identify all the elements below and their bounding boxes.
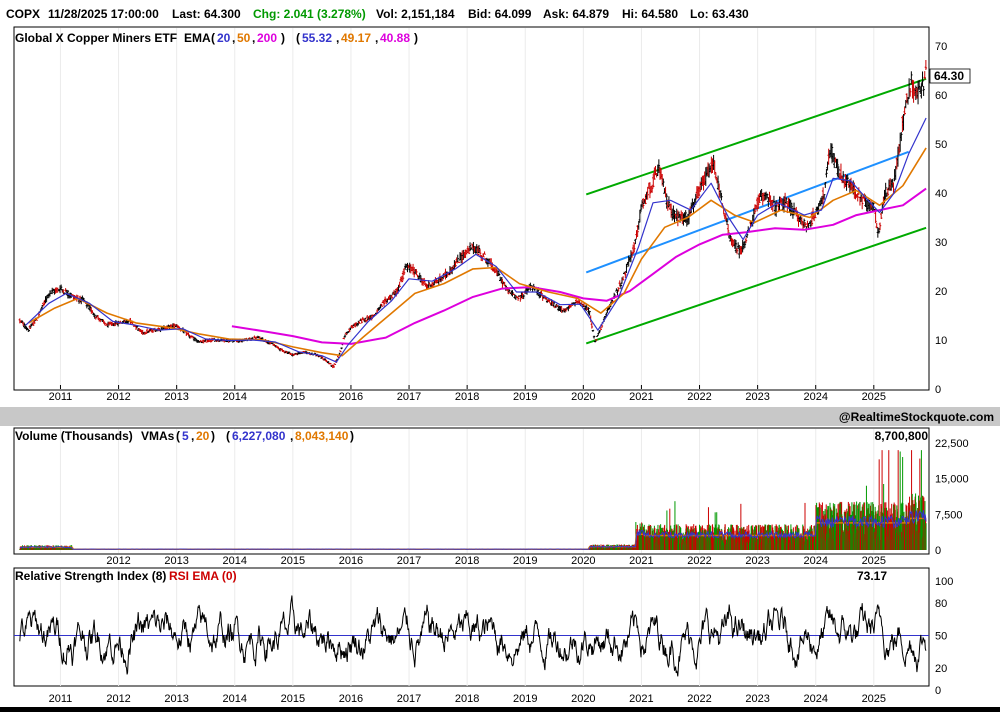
trend-line xyxy=(585,150,910,274)
last-price-tag: 64.30 xyxy=(929,68,971,84)
price-axis-ticks: 0 10 20 30 40 50 60 70 2011 2012 2013 2014 2015 2016 2… xyxy=(49,41,948,403)
channel-lower-line xyxy=(585,226,927,345)
price-y-tick: 0 xyxy=(935,384,941,396)
price-x-tick: 2020 xyxy=(571,391,595,403)
change: Chg: 2.041 (3.278%) xyxy=(253,7,366,21)
price-x-tick: 2012 xyxy=(106,391,130,403)
ema20-line xyxy=(25,117,927,363)
price-y-tick: 10 xyxy=(935,335,947,347)
quote-header: COPX 11/28/2025 17:00:00 Last: 64.300 Ch… xyxy=(6,7,749,21)
price-x-tick: 2011 xyxy=(49,391,73,403)
ask: Ask: 64.879 xyxy=(543,7,609,21)
price-x-tick: 2023 xyxy=(745,391,769,403)
price-x-tick: 2019 xyxy=(513,391,537,403)
ema20-period: 20 xyxy=(217,31,231,45)
price-y-tick: 30 xyxy=(935,237,947,249)
price-x-tick: 2014 xyxy=(223,391,247,403)
price-x-tick: 2022 xyxy=(687,391,711,403)
volume-bars xyxy=(19,450,927,550)
price-y-tick: 40 xyxy=(935,188,947,200)
price-series xyxy=(18,59,928,369)
price-x-tick: 2024 xyxy=(803,391,827,403)
ema-label: EMA xyxy=(184,31,211,45)
price-y-tick: 60 xyxy=(935,90,947,102)
price-x-tick: 2021 xyxy=(629,391,653,403)
ema20-value: 55.32 xyxy=(302,31,332,45)
watermark-band: @RealtimeStockquote.com xyxy=(0,407,1000,426)
last-price: Last: 64.300 xyxy=(172,7,241,21)
ema200-value: 40.88 xyxy=(380,31,410,45)
price-x-tick: 2017 xyxy=(397,391,421,403)
ema200-line xyxy=(231,187,927,345)
watermark: @RealtimeStockquote.com xyxy=(839,410,994,424)
price-x-tick: 2013 xyxy=(164,391,188,403)
price-x-tick: 2015 xyxy=(281,391,305,403)
ema200-period: 200 xyxy=(257,31,277,45)
high: Hi: 64.580 xyxy=(622,7,678,21)
ema50-value: 49.17 xyxy=(341,31,371,45)
datetime: 11/28/2025 17:00:00 xyxy=(48,7,159,21)
bid: Bid: 64.099 xyxy=(468,7,532,21)
price-x-tick: 2025 xyxy=(862,391,886,403)
channel-upper-line xyxy=(585,77,927,196)
symbol: COPX xyxy=(6,7,40,21)
price-legend: Global X Copper Miners ETF EMA ( 20 , 50… xyxy=(15,31,418,45)
low: Lo: 63.430 xyxy=(690,7,749,21)
price-x-tick: 2016 xyxy=(339,391,363,403)
price-y-tick: 70 xyxy=(935,41,947,53)
price-y-tick: 20 xyxy=(935,286,947,298)
price-y-tick: 50 xyxy=(935,139,947,151)
price-x-tick: 2018 xyxy=(455,391,479,403)
ema50-line xyxy=(28,147,927,357)
ema50-period: 50 xyxy=(237,31,251,45)
instrument-title: Global X Copper Miners ETF xyxy=(15,31,177,45)
volume-readout: Vol: 2,151,184 xyxy=(376,7,455,21)
